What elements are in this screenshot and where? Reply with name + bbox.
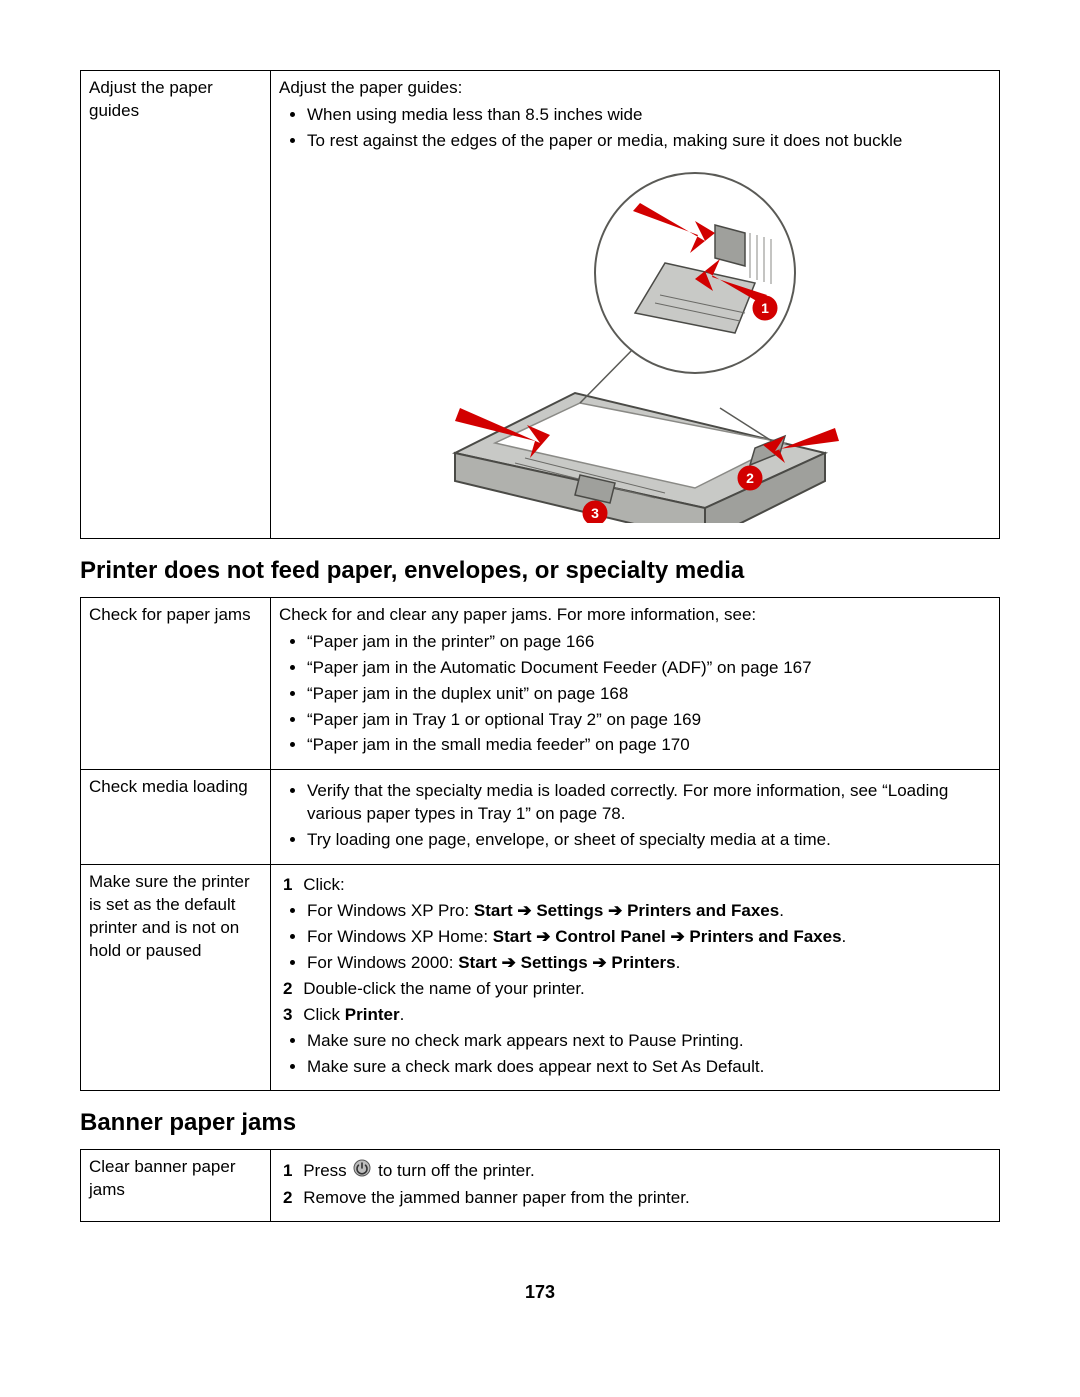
bullet-path: Start ➔ Settings ➔ Printers and Faxes <box>474 901 779 920</box>
section-heading-banner: Banner paper jams <box>80 1109 1000 1137</box>
row-left-cell: Adjust the paper guides <box>81 71 271 539</box>
list-item: Make sure no check mark appears next to … <box>307 1030 991 1053</box>
row-left-cell: Make sure the printer is set as the defa… <box>81 865 271 1091</box>
step-bold: Printer <box>345 1005 400 1024</box>
bullet-list: Verify that the specialty media is loade… <box>279 780 991 852</box>
row-left-cell: Check media loading <box>81 770 271 865</box>
step-1: 1 Click: <box>283 874 991 897</box>
step-number: 1 <box>283 875 292 894</box>
page-container: Adjust the paper guides Adjust the paper… <box>0 0 1080 1343</box>
callout-1-icon: 1 <box>753 296 777 320</box>
list-item: Try loading one page, envelope, or sheet… <box>307 829 991 852</box>
tray-diagram: 1 2 3 <box>279 163 991 530</box>
step-number: 2 <box>283 1188 292 1207</box>
svg-text:3: 3 <box>591 505 599 521</box>
row-intro: Adjust the paper guides: <box>279 77 991 100</box>
step-prefix: Click <box>303 1005 345 1024</box>
bullet-path: Start ➔ Control Panel ➔ Printers and Fax… <box>493 927 842 946</box>
table-row: Make sure the printer is set as the defa… <box>81 865 1000 1091</box>
list-item: For Windows 2000: Start ➔ Settings ➔ Pri… <box>307 952 991 975</box>
row-left-cell: Clear banner paper jams <box>81 1149 271 1221</box>
list-item: For Windows XP Pro: Start ➔ Settings ➔ P… <box>307 900 991 923</box>
step-number: 3 <box>283 1005 292 1024</box>
table-row: Check media loading Verify that the spec… <box>81 770 1000 865</box>
table-row: Clear banner paper jams 1 Press to turn … <box>81 1149 1000 1221</box>
bullet-list: Make sure no check mark appears next to … <box>279 1030 991 1079</box>
step-3: 3 Click Printer. <box>283 1004 991 1027</box>
list-item: For Windows XP Home: Start ➔ Control Pan… <box>307 926 991 949</box>
step-2: 2 Double-click the name of your printer. <box>283 978 991 1001</box>
step-2: 2 Remove the jammed banner paper from th… <box>283 1187 991 1210</box>
list-item: “Paper jam in the small media feeder” on… <box>307 734 991 757</box>
feed-problems-table: Check for paper jams Check for and clear… <box>80 597 1000 1091</box>
magnifier-icon <box>595 173 795 373</box>
bullet-prefix: For Windows XP Pro: <box>307 901 474 920</box>
row-left-cell: Check for paper jams <box>81 597 271 770</box>
step-suffix: to turn off the printer. <box>378 1161 535 1180</box>
bullet-suffix: . <box>676 953 681 972</box>
row-left-text: Check media loading <box>89 777 248 796</box>
step-number: 2 <box>283 979 292 998</box>
section-heading-feed: Printer does not feed paper, envelopes, … <box>80 557 1000 585</box>
bullet-list: When using media less than 8.5 inches wi… <box>279 104 991 153</box>
row-right-cell: Check for and clear any paper jams. For … <box>271 597 1000 770</box>
row-right-cell: Verify that the specialty media is loade… <box>271 770 1000 865</box>
step-prefix: Press <box>303 1161 351 1180</box>
list-item: When using media less than 8.5 inches wi… <box>307 104 991 127</box>
power-icon <box>353 1159 371 1184</box>
list-item: Verify that the specialty media is loade… <box>307 780 991 826</box>
list-item: “Paper jam in the printer” on page 166 <box>307 631 991 654</box>
step-text: Click: <box>303 875 345 894</box>
banner-jams-table: Clear banner paper jams 1 Press to turn … <box>80 1149 1000 1222</box>
row-left-text: Adjust the paper guides <box>89 78 213 120</box>
step-number: 1 <box>283 1161 292 1180</box>
tray-body-icon <box>455 393 825 523</box>
svg-text:2: 2 <box>746 470 754 486</box>
list-item: To rest against the edges of the paper o… <box>307 130 991 153</box>
bullet-prefix: For Windows 2000: <box>307 953 458 972</box>
list-item: “Paper jam in the Automatic Document Fee… <box>307 657 991 680</box>
callout-2-icon: 2 <box>738 466 762 490</box>
step-text: Double-click the name of your printer. <box>303 979 585 998</box>
step-suffix: . <box>400 1005 405 1024</box>
bullet-path: Start ➔ Settings ➔ Printers <box>458 953 675 972</box>
bullet-suffix: . <box>842 927 847 946</box>
table-row: Check for paper jams Check for and clear… <box>81 597 1000 770</box>
bullet-list: “Paper jam in the printer” on page 166 “… <box>279 631 991 758</box>
row-right-cell: 1 Press to turn off the printer. 2 Remov… <box>271 1149 1000 1221</box>
row-intro: Check for and clear any paper jams. For … <box>279 604 991 627</box>
row-right-cell: Adjust the paper guides: When using medi… <box>271 71 1000 539</box>
step-text: Remove the jammed banner paper from the … <box>303 1188 689 1207</box>
page-number: 173 <box>80 1282 1000 1303</box>
row-left-text: Clear banner paper jams <box>89 1157 235 1199</box>
table-row: Adjust the paper guides Adjust the paper… <box>81 71 1000 539</box>
row-right-cell: 1 Click: For Windows XP Pro: Start ➔ Set… <box>271 865 1000 1091</box>
list-item: “Paper jam in the duplex unit” on page 1… <box>307 683 991 706</box>
svg-text:1: 1 <box>761 300 769 316</box>
list-item: “Paper jam in Tray 1 or optional Tray 2”… <box>307 709 991 732</box>
callout-3-icon: 3 <box>583 501 607 523</box>
row-left-text: Check for paper jams <box>89 605 251 624</box>
bullet-list: For Windows XP Pro: Start ➔ Settings ➔ P… <box>279 900 991 975</box>
row-left-text: Make sure the printer is set as the defa… <box>89 872 250 960</box>
bullet-suffix: . <box>779 901 784 920</box>
step-1: 1 Press to turn off the printer. <box>283 1159 991 1184</box>
paper-guides-table: Adjust the paper guides Adjust the paper… <box>80 70 1000 539</box>
bullet-prefix: For Windows XP Home: <box>307 927 493 946</box>
list-item: Make sure a check mark does appear next … <box>307 1056 991 1079</box>
